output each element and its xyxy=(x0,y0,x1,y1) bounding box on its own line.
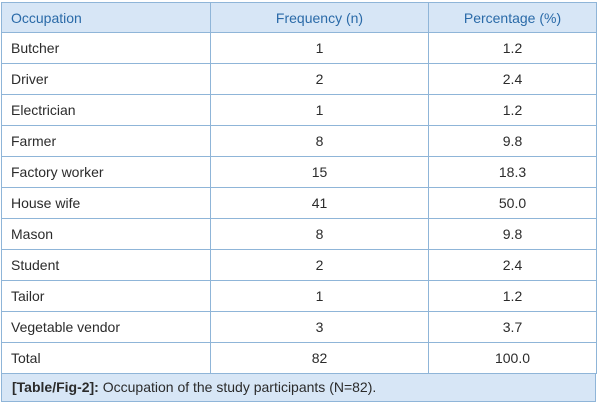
cell-percentage: 3.7 xyxy=(428,311,597,343)
cell-percentage: 2.4 xyxy=(428,249,597,281)
table-row: Electrician 1 1.2 xyxy=(1,94,597,126)
cell-frequency: 1 xyxy=(210,32,429,64)
cell-frequency: 1 xyxy=(210,280,429,312)
cell-frequency: 8 xyxy=(210,125,429,157)
table-row: Vegetable vendor 3 3.7 xyxy=(1,311,597,343)
cell-occupation: Driver xyxy=(1,63,211,95)
table-row: Factory worker 15 18.3 xyxy=(1,156,597,188)
cell-frequency: 8 xyxy=(210,218,429,250)
occupation-table-figure: Occupation Frequency (n) Percentage (%) … xyxy=(1,2,597,402)
cell-percentage: 2.4 xyxy=(428,63,597,95)
cell-percentage: 50.0 xyxy=(428,187,597,219)
cell-occupation: Electrician xyxy=(1,94,211,126)
column-header-percentage: Percentage (%) xyxy=(428,2,597,33)
cell-occupation: Butcher xyxy=(1,32,211,64)
cell-occupation: Farmer xyxy=(1,125,211,157)
cell-occupation: House wife xyxy=(1,187,211,219)
cell-frequency: 3 xyxy=(210,311,429,343)
cell-occupation: Factory worker xyxy=(1,156,211,188)
cell-frequency: 2 xyxy=(210,249,429,281)
cell-percentage: 100.0 xyxy=(428,342,597,374)
column-header-frequency: Frequency (n) xyxy=(210,2,429,33)
cell-occupation: Total xyxy=(1,342,211,374)
cell-frequency: 1 xyxy=(210,94,429,126)
table-row-total: Total 82 100.0 xyxy=(1,342,597,374)
cell-frequency: 2 xyxy=(210,63,429,95)
cell-occupation: Student xyxy=(1,249,211,281)
cell-percentage: 9.8 xyxy=(428,218,597,250)
table-row: House wife 41 50.0 xyxy=(1,187,597,219)
caption-tag: [Table/Fig-2]: xyxy=(12,379,99,395)
table-caption: [Table/Fig-2]: Occupation of the study p… xyxy=(1,374,596,402)
table-header-row: Occupation Frequency (n) Percentage (%) xyxy=(1,2,597,33)
cell-occupation: Mason xyxy=(1,218,211,250)
table-row: Driver 2 2.4 xyxy=(1,63,597,95)
cell-percentage: 18.3 xyxy=(428,156,597,188)
cell-frequency: 15 xyxy=(210,156,429,188)
column-header-occupation: Occupation xyxy=(1,2,211,33)
cell-percentage: 1.2 xyxy=(428,32,597,64)
occupation-table: Occupation Frequency (n) Percentage (%) … xyxy=(1,2,597,374)
table-row: Tailor 1 1.2 xyxy=(1,280,597,312)
table-row: Mason 8 9.8 xyxy=(1,218,597,250)
table-row: Farmer 8 9.8 xyxy=(1,125,597,157)
table-row: Butcher 1 1.2 xyxy=(1,32,597,64)
cell-frequency: 82 xyxy=(210,342,429,374)
cell-percentage: 9.8 xyxy=(428,125,597,157)
cell-percentage: 1.2 xyxy=(428,94,597,126)
cell-occupation: Vegetable vendor xyxy=(1,311,211,343)
cell-frequency: 41 xyxy=(210,187,429,219)
cell-occupation: Tailor xyxy=(1,280,211,312)
table-row: Student 2 2.4 xyxy=(1,249,597,281)
caption-text: Occupation of the study participants (N=… xyxy=(98,379,377,395)
cell-percentage: 1.2 xyxy=(428,280,597,312)
